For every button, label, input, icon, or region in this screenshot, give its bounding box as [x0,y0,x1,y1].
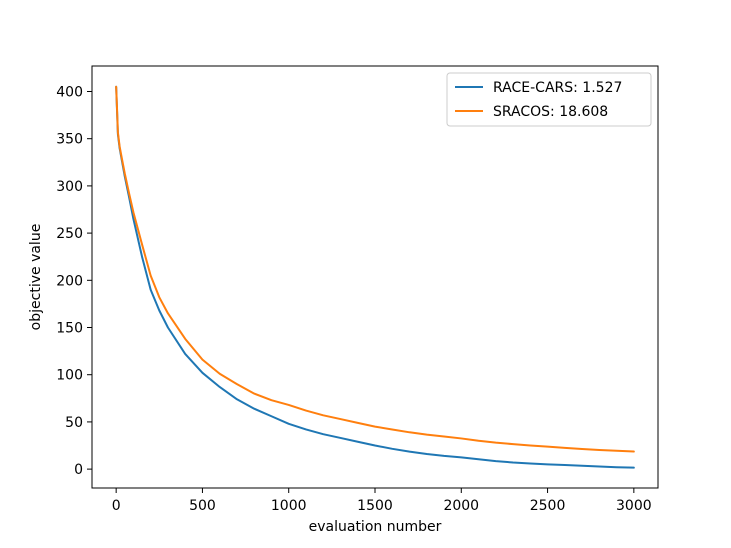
y-tick-label: 200 [56,273,83,289]
x-tick-label: 500 [189,498,216,514]
x-axis: 0 500 1000 1500 2000 2500 3000 [112,488,652,514]
x-tick-label: 2000 [443,498,479,514]
x-tick-label: 0 [112,498,121,514]
x-axis-label: evaluation number [309,519,442,535]
y-axis: 0 50 100 150 200 250 300 350 400 [56,84,92,478]
x-tick-label: 1000 [271,498,307,514]
y-tick-label: 250 [56,226,83,242]
series-line-sracos [115,85,635,453]
y-axis-label: objective value [28,224,44,331]
legend-box [446,72,652,127]
x-tick-label: 1500 [357,498,393,514]
y-tick-label: 300 [56,179,83,195]
y-tick-label: 400 [56,84,83,100]
plot-marks [115,85,635,469]
y-tick-label: 50 [65,415,83,431]
x-tick-label: 2500 [530,498,566,514]
legend-label-race-cars: RACE-CARS: 1.527 [493,80,622,96]
y-tick-label: 100 [56,368,83,384]
series-line-race-cars [115,85,635,469]
legend-label-sracos: SRACOS: 18.608 [493,104,608,120]
y-tick-label: 350 [56,132,83,148]
y-tick-label: 0 [74,462,83,478]
y-tick-label: 150 [56,321,83,337]
x-tick-label: 3000 [616,498,652,514]
legend: RACE-CARS: 1.527 SRACOS: 18.608 [446,72,652,127]
